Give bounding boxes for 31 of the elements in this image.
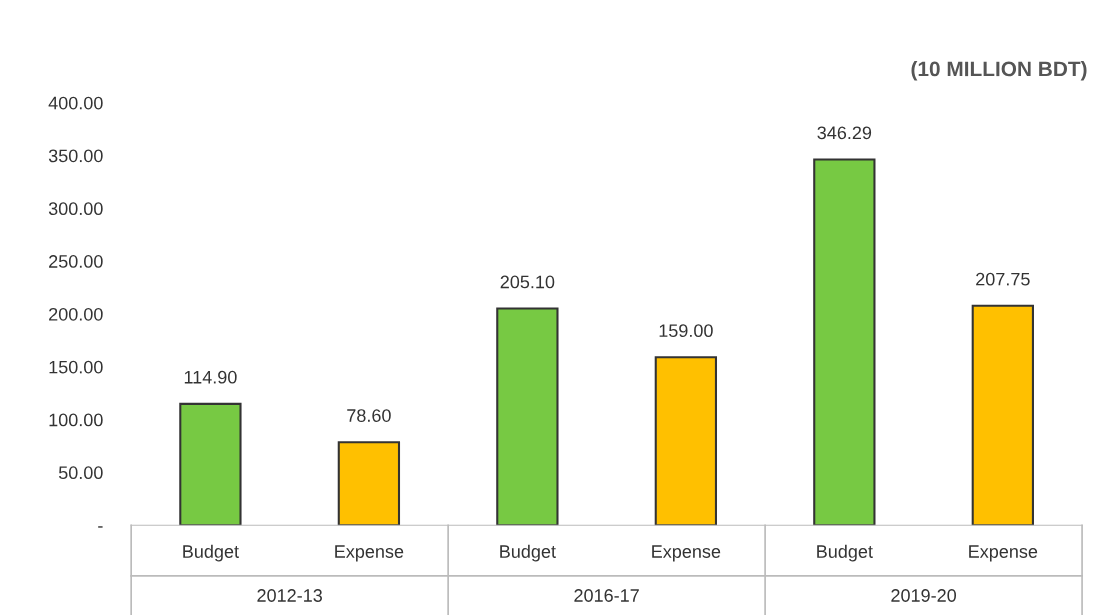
y-tick-label: 200.00 [49,307,103,321]
data-label: 207.75 [976,272,1030,286]
text: 2019-20 [891,589,957,602]
x-tick-label: Expense [969,545,1038,562]
y-tick-label: 150.00 [49,360,103,374]
x-tick-label: Budget [183,544,239,562]
x-tick-label: Budget [500,544,556,562]
bar [496,307,559,526]
y-tick-label: - [98,526,103,528]
data-label: 78.60 [347,409,391,422]
y-tick-label: 50.00 [58,466,103,480]
y-tick-label: 250.00 [49,255,103,268]
x-tick-label: Expense [652,545,721,562]
bar [971,304,1034,526]
bar [654,356,718,526]
data-label: 346.29 [817,126,872,140]
y-tick-label: 300.00 [48,202,103,216]
text: 2016-17 [574,589,639,602]
y-tick-label: 400.00 [48,96,103,110]
x-tick-label: Budget [817,544,873,562]
data-label: 159.00 [659,324,713,338]
bar [813,158,876,526]
data-label: 114.90 [184,370,237,384]
text: 2012-13 [257,589,322,602]
y-tick-label: 100.00 [49,413,103,427]
y-tick-label: 350.00 [48,149,103,163]
x-tick-label: Expense [335,545,404,562]
data-label: 205.10 [500,275,555,289]
bar [179,402,242,526]
bar [337,441,401,526]
chart-subtitle: (10 MILLION BDT) [911,61,1087,81]
